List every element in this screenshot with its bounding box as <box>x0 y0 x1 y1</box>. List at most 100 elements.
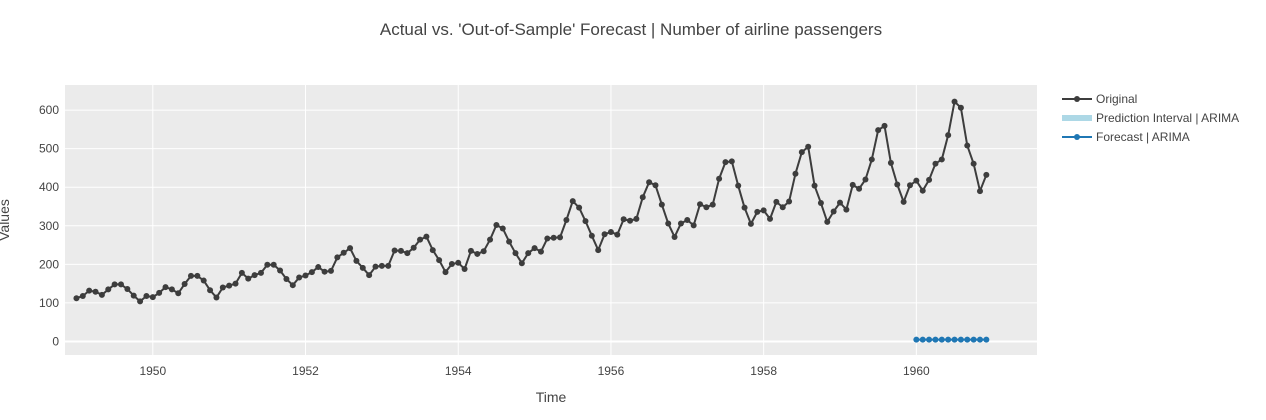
data-point-original-116[interactable] <box>811 182 818 189</box>
data-point-original-140[interactable] <box>964 142 971 149</box>
data-point-original-122[interactable] <box>849 181 856 188</box>
data-point-original-92[interactable] <box>658 201 665 208</box>
data-point-original-23[interactable] <box>219 284 226 291</box>
data-point-original-130[interactable] <box>900 198 907 205</box>
data-point-original-91[interactable] <box>652 182 659 189</box>
legend-item-forecast[interactable]: Forecast | ARIMA <box>1062 130 1190 144</box>
data-point-original-124[interactable] <box>862 176 869 183</box>
data-point-original-88[interactable] <box>633 215 640 222</box>
data-point-original-57[interactable] <box>436 257 443 264</box>
data-point-original-35[interactable] <box>296 274 303 281</box>
data-point-forecast-9[interactable] <box>970 336 977 343</box>
data-point-original-38[interactable] <box>315 264 322 271</box>
data-point-original-7[interactable] <box>117 281 124 288</box>
data-point-original-97[interactable] <box>690 222 697 229</box>
data-point-original-39[interactable] <box>321 268 328 275</box>
data-point-original-131[interactable] <box>907 182 913 189</box>
data-point-original-93[interactable] <box>665 220 672 227</box>
data-point-original-96[interactable] <box>684 217 691 223</box>
data-point-original-73[interactable] <box>537 248 544 255</box>
data-point-original-56[interactable] <box>429 247 436 254</box>
data-point-original-28[interactable] <box>251 272 258 279</box>
data-point-original-90[interactable] <box>646 179 653 186</box>
data-point-original-123[interactable] <box>856 185 863 192</box>
data-point-original-41[interactable] <box>334 254 341 261</box>
data-point-original-129[interactable] <box>894 181 901 188</box>
data-point-original-120[interactable] <box>837 199 843 206</box>
data-point-original-52[interactable] <box>404 250 411 257</box>
data-point-original-133[interactable] <box>919 187 926 194</box>
data-point-original-118[interactable] <box>824 218 831 225</box>
data-point-original-45[interactable] <box>359 264 366 271</box>
data-point-original-117[interactable] <box>817 200 824 207</box>
data-point-original-127[interactable] <box>881 122 888 129</box>
data-point-original-86[interactable] <box>620 216 627 223</box>
data-point-original-138[interactable] <box>951 98 958 105</box>
data-point-original-114[interactable] <box>798 149 805 156</box>
data-point-original-11[interactable] <box>143 292 150 299</box>
data-point-original-5[interactable] <box>105 286 112 293</box>
data-point-original-18[interactable] <box>187 272 194 279</box>
data-point-forecast-2[interactable] <box>926 336 933 343</box>
data-point-original-107[interactable] <box>754 208 761 215</box>
data-point-original-142[interactable] <box>976 188 983 195</box>
data-point-forecast-1[interactable] <box>919 336 926 343</box>
data-point-original-14[interactable] <box>162 284 169 291</box>
data-point-forecast-0[interactable] <box>913 336 920 343</box>
data-point-original-111[interactable] <box>779 204 786 211</box>
data-point-original-121[interactable] <box>843 206 850 213</box>
data-point-original-8[interactable] <box>124 286 131 293</box>
data-point-original-27[interactable] <box>245 275 252 282</box>
data-point-original-72[interactable] <box>531 245 538 252</box>
data-point-original-82[interactable] <box>595 247 602 254</box>
data-point-original-109[interactable] <box>767 215 774 222</box>
data-point-original-78[interactable] <box>569 198 576 205</box>
data-point-original-110[interactable] <box>773 198 780 205</box>
data-point-original-1[interactable] <box>79 292 86 299</box>
data-point-original-43[interactable] <box>347 245 354 252</box>
data-point-original-58[interactable] <box>442 269 449 276</box>
data-point-original-25[interactable] <box>232 280 239 287</box>
data-point-original-103[interactable] <box>728 158 735 165</box>
data-point-forecast-6[interactable] <box>951 336 958 343</box>
data-point-original-100[interactable] <box>709 201 716 208</box>
data-point-original-81[interactable] <box>588 232 595 239</box>
data-point-original-30[interactable] <box>264 261 271 268</box>
data-point-original-77[interactable] <box>563 217 570 223</box>
data-point-original-87[interactable] <box>627 217 634 224</box>
data-point-original-40[interactable] <box>327 267 334 274</box>
data-point-original-64[interactable] <box>480 248 487 255</box>
data-point-original-69[interactable] <box>512 250 519 257</box>
data-point-original-32[interactable] <box>277 267 284 274</box>
data-point-original-0[interactable] <box>73 295 80 302</box>
data-point-original-126[interactable] <box>875 127 882 134</box>
data-point-original-19[interactable] <box>194 272 201 279</box>
data-point-original-3[interactable] <box>92 288 99 295</box>
data-point-original-105[interactable] <box>741 204 748 211</box>
data-point-original-101[interactable] <box>716 175 723 182</box>
data-point-original-15[interactable] <box>168 286 175 293</box>
data-point-original-94[interactable] <box>671 233 678 240</box>
plot-area[interactable] <box>65 85 1037 355</box>
data-point-original-61[interactable] <box>461 265 468 272</box>
data-point-original-9[interactable] <box>130 292 137 299</box>
data-point-original-16[interactable] <box>175 290 182 297</box>
data-point-original-63[interactable] <box>474 250 481 257</box>
data-point-original-132[interactable] <box>913 177 920 184</box>
data-point-original-137[interactable] <box>945 132 952 139</box>
data-point-original-54[interactable] <box>417 236 424 243</box>
data-point-original-46[interactable] <box>366 272 373 279</box>
data-point-original-17[interactable] <box>181 281 188 288</box>
data-point-original-49[interactable] <box>385 262 392 269</box>
data-point-original-59[interactable] <box>448 260 455 267</box>
data-point-original-71[interactable] <box>525 250 532 257</box>
data-point-original-119[interactable] <box>830 208 837 215</box>
data-point-original-2[interactable] <box>86 287 93 294</box>
data-point-original-68[interactable] <box>506 238 513 245</box>
data-point-forecast-3[interactable] <box>932 336 939 343</box>
data-point-forecast-11[interactable] <box>983 336 990 343</box>
data-point-original-21[interactable] <box>207 287 214 294</box>
data-point-original-33[interactable] <box>283 276 290 283</box>
data-point-original-12[interactable] <box>149 294 156 301</box>
data-point-original-136[interactable] <box>938 156 945 163</box>
